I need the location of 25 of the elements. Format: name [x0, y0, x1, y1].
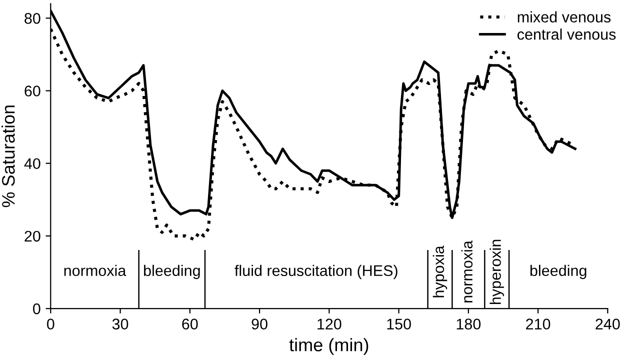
y-axis-title: % Saturation	[2, 106, 15, 208]
x-tick-label: 90	[252, 318, 268, 330]
annotation: hyperoxin	[490, 240, 504, 304]
x-tick-label: 30	[112, 318, 128, 330]
y-tick-label: 0	[33, 303, 40, 314]
annotation: fluid resuscitation (HES)	[234, 264, 398, 280]
annotation: normoxia	[461, 240, 473, 302]
x-tick-label: 150	[387, 318, 411, 330]
y-tick-label: 20	[24, 230, 40, 242]
legend-label: central venous	[518, 28, 616, 40]
x-tick-label: 210	[526, 318, 550, 330]
x-tick-label: 240	[596, 318, 620, 330]
y-tick-label: 40	[24, 158, 40, 170]
annotation: normoxia	[64, 264, 126, 276]
y-tick-label: 60	[24, 86, 40, 96]
y-tick-label: 80	[24, 13, 40, 24]
x-tick-label: 120	[318, 318, 342, 330]
annotation: hypoxia	[432, 246, 448, 298]
x-tick-label: 180	[456, 318, 481, 330]
annotation: bleeding	[144, 264, 200, 280]
annotation: bleeding	[530, 264, 586, 280]
x-tick-label: 0	[46, 318, 54, 330]
x-axis-title: time (min)	[289, 338, 368, 355]
x-tick-label: 60	[182, 318, 198, 330]
legend-label: mixed venous	[518, 11, 611, 23]
